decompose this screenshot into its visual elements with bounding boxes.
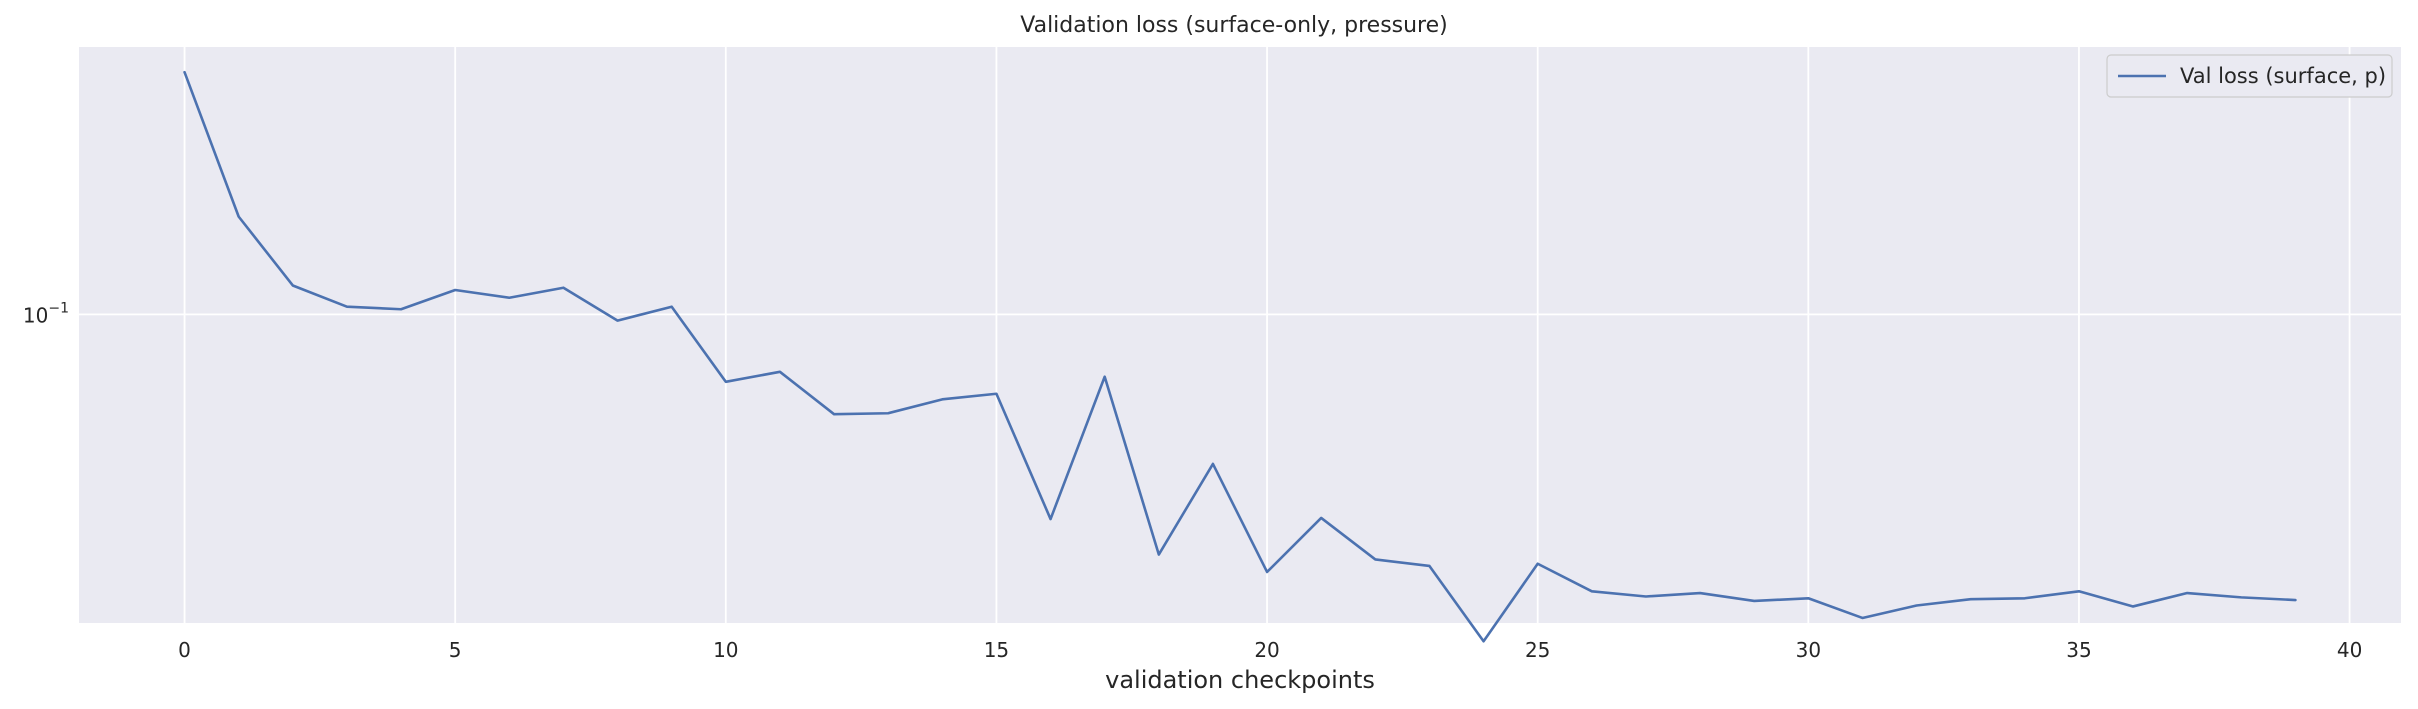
x-tick-label: 30 bbox=[1796, 638, 1821, 662]
x-tick-label: 25 bbox=[1525, 638, 1550, 662]
x-axis-label: validation checkpoints bbox=[1105, 666, 1375, 694]
legend-label: Val loss (surface, p) bbox=[2180, 64, 2386, 88]
x-tick-label: 35 bbox=[2066, 638, 2091, 662]
legend: Val loss (surface, p) bbox=[2106, 54, 2393, 98]
x-tick-label: 40 bbox=[2337, 638, 2362, 662]
x-tick-label: 20 bbox=[1254, 638, 1279, 662]
chart-title: Validation loss (surface-only, pressure) bbox=[1020, 13, 1448, 38]
legend-box bbox=[2106, 54, 2393, 98]
x-tick-label: 10 bbox=[713, 638, 738, 662]
y-tick-labels: 10−1 bbox=[23, 300, 69, 327]
x-tick-label: 15 bbox=[984, 638, 1009, 662]
y-tick-label: 10−1 bbox=[23, 300, 69, 327]
grid-lines bbox=[79, 47, 2401, 623]
series-layer bbox=[183, 70, 2297, 643]
x-tick-labels: 0 5 10 15 20 25 30 35 40 bbox=[178, 638, 2362, 662]
x-tick-label: 0 bbox=[178, 638, 191, 662]
plot-area bbox=[79, 47, 2401, 623]
series-line-0 bbox=[183, 70, 2297, 643]
x-tick-label: 5 bbox=[449, 638, 462, 662]
